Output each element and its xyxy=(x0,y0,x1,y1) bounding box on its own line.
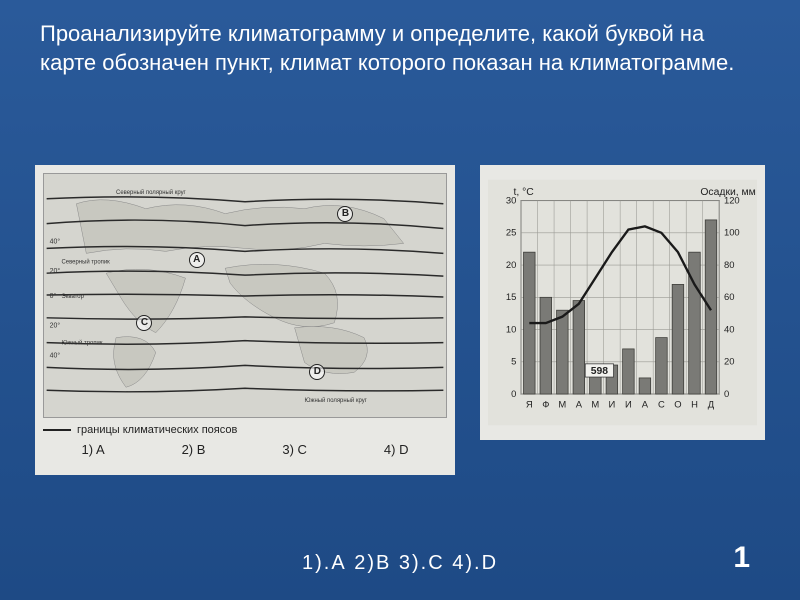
month-label: И xyxy=(608,398,615,409)
slide-number: 1 xyxy=(733,541,750,575)
precip-bar xyxy=(656,338,668,394)
svg-text:20: 20 xyxy=(506,259,516,270)
svg-text:10: 10 xyxy=(506,323,516,334)
precip-bar xyxy=(540,297,552,394)
map-legend: границы климатических поясов xyxy=(43,424,447,436)
annual-precip: 598 xyxy=(591,366,609,377)
month-label: С xyxy=(658,398,665,409)
month-label: И xyxy=(625,398,632,409)
month-label: Я xyxy=(526,398,533,409)
month-label: О xyxy=(674,398,681,409)
svg-text:100: 100 xyxy=(724,227,740,238)
svg-text:40°: 40° xyxy=(50,237,61,245)
zone-label-polar: Северный полярный круг xyxy=(116,189,186,196)
precip-bar xyxy=(639,378,651,394)
precip-bar xyxy=(672,284,684,394)
precip-bar xyxy=(689,252,701,394)
climatogram-panel: 051015202530020406080100120ЯФМАМИИАСОНДt… xyxy=(480,165,765,440)
precip-bar xyxy=(623,349,635,394)
temp-axis-label: t, °C xyxy=(513,187,534,198)
month-label: Д xyxy=(708,398,715,409)
svg-text:0: 0 xyxy=(724,388,729,399)
map-option: 1) A xyxy=(81,442,104,457)
map-answer-row: 1) A 2) B 3) C 4) D xyxy=(43,442,447,457)
svg-text:20°: 20° xyxy=(50,267,61,275)
month-label: Н xyxy=(691,398,698,409)
map-option: 2) B xyxy=(182,442,206,457)
precip-bar xyxy=(573,301,585,395)
precip-axis-label: Осадки, мм xyxy=(700,187,755,198)
svg-text:5: 5 xyxy=(511,356,516,367)
svg-text:80: 80 xyxy=(724,259,734,270)
task-text: Проанализируйте климатограмму и определи… xyxy=(40,20,760,77)
map-option: 4) D xyxy=(384,442,409,457)
svg-text:60: 60 xyxy=(724,291,734,302)
month-label: А xyxy=(642,398,649,409)
zone-label-equator: Экватор xyxy=(62,294,85,300)
map-marker-B: B xyxy=(337,206,353,222)
map-option: 3) C xyxy=(282,442,307,457)
legend-line-icon xyxy=(43,429,71,431)
month-label: Ф xyxy=(542,398,549,409)
zone-label-ntropic: Северный тропик xyxy=(62,258,111,265)
svg-text:0: 0 xyxy=(511,388,516,399)
month-label: М xyxy=(591,398,599,409)
climatogram-svg: 051015202530020406080100120ЯФМАМИИАСОНДt… xyxy=(488,173,757,432)
precip-bar xyxy=(590,375,602,394)
zone-label-spolar: Южный полярный круг xyxy=(305,397,367,404)
map-marker-D: D xyxy=(309,364,325,380)
svg-text:0°: 0° xyxy=(50,292,57,300)
svg-text:25: 25 xyxy=(506,227,516,238)
precip-bar xyxy=(705,220,717,394)
map-svg: Северный полярный круг Северный тропик Э… xyxy=(44,174,446,417)
month-label: А xyxy=(576,398,583,409)
legend-text: границы климатических поясов xyxy=(77,424,237,436)
map-panel: Северный полярный круг Северный тропик Э… xyxy=(35,165,455,475)
map-marker-A: A xyxy=(189,252,205,268)
precip-bar xyxy=(557,310,569,394)
svg-text:40: 40 xyxy=(724,323,734,334)
world-map: Северный полярный круг Северный тропик Э… xyxy=(43,173,447,418)
month-label: М xyxy=(558,398,566,409)
svg-text:15: 15 xyxy=(506,291,516,302)
answer-options: 1).А 2)В 3).С 4).D xyxy=(302,552,498,575)
svg-text:40°: 40° xyxy=(50,351,61,359)
svg-text:20: 20 xyxy=(724,356,734,367)
svg-text:20°: 20° xyxy=(50,322,61,330)
zone-label-stropic: Южный тропик xyxy=(62,340,103,347)
